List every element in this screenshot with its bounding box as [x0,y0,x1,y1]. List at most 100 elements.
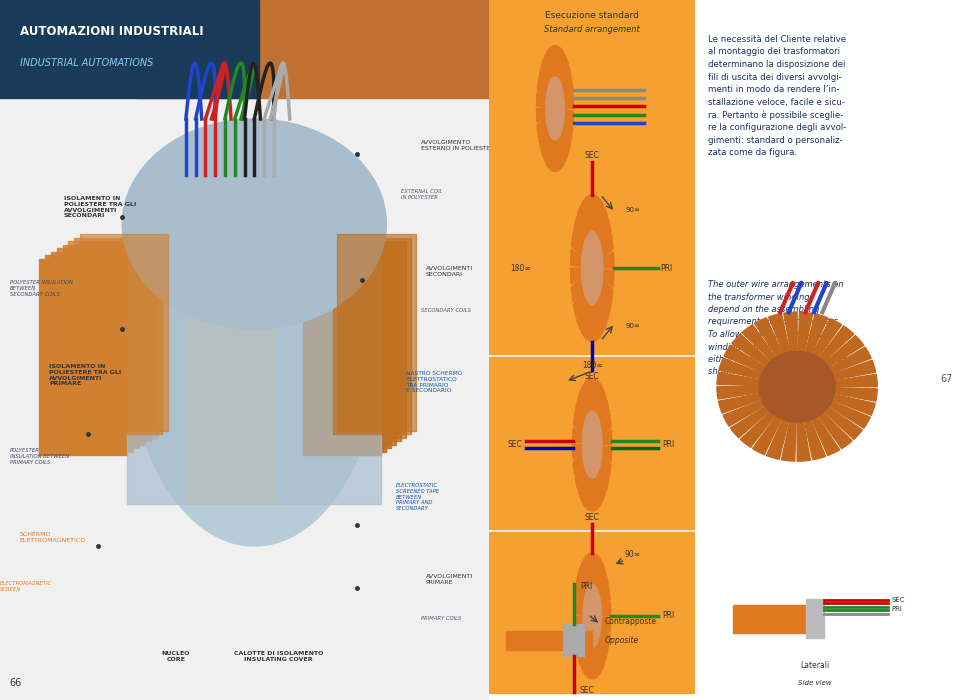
Text: 90∞: 90∞ [626,207,641,213]
Wedge shape [812,318,842,357]
Wedge shape [571,249,582,267]
Wedge shape [596,198,603,237]
Wedge shape [724,345,765,372]
Wedge shape [601,414,611,436]
Wedge shape [593,378,597,412]
Wedge shape [573,444,582,459]
Bar [137,0,489,98]
Wedge shape [542,131,550,162]
Wedge shape [742,325,776,361]
Wedge shape [595,474,601,509]
Circle shape [581,232,603,304]
Wedge shape [564,110,573,125]
Wedge shape [573,216,585,248]
Wedge shape [573,286,584,318]
Wedge shape [599,463,609,491]
Wedge shape [731,406,769,438]
Wedge shape [600,454,611,478]
Wedge shape [718,393,761,413]
Text: SEC: SEC [585,512,599,522]
Text: 66: 66 [10,678,22,688]
Bar [489,168,695,354]
Text: AUTOMAZIONI INDUSTRIALI: AUTOMAZIONI INDUSTRIALI [19,25,203,38]
Bar [39,259,128,455]
Wedge shape [536,108,546,122]
Bar [323,245,401,441]
Wedge shape [574,584,584,607]
Wedge shape [578,468,587,500]
Wedge shape [563,79,573,100]
Wedge shape [829,401,870,428]
Wedge shape [834,388,877,401]
Circle shape [583,584,601,648]
Wedge shape [543,54,550,85]
Circle shape [546,77,564,140]
Wedge shape [576,632,585,659]
Bar [563,624,584,656]
Wedge shape [832,360,876,380]
Wedge shape [819,326,854,362]
Text: PRI: PRI [892,606,902,612]
Text: NASTRO SCHERMO
ELETTROSTATICO
TRA PRIMARIO
E SECONDARIO: NASTRO SCHERMO ELETTROSTATICO TRA PRIMAR… [406,371,462,393]
Wedge shape [597,206,607,242]
Wedge shape [596,381,602,415]
Wedge shape [579,638,587,669]
Wedge shape [601,617,611,632]
Text: CALOTTE DI ISOLAMENTO
INSULATING COVER: CALOTTE DI ISOLAMENTO INSULATING COVER [234,651,323,661]
Wedge shape [834,374,877,386]
Wedge shape [588,195,593,232]
Wedge shape [595,556,601,589]
Bar [128,224,382,504]
Wedge shape [579,387,587,420]
Bar [338,234,416,430]
Text: SEC: SEC [585,150,599,160]
Wedge shape [573,453,583,475]
Wedge shape [581,300,589,338]
Wedge shape [600,587,610,608]
Text: The outer wire arrangements on
the transformer windings
depend on the assembling: The outer wire arrangements on the trans… [709,280,847,377]
Wedge shape [597,469,605,502]
Bar [68,241,156,438]
Wedge shape [547,48,552,80]
Wedge shape [536,92,546,107]
Wedge shape [563,118,573,140]
Bar [303,259,382,455]
Text: SCHERMO
ELETTROMAGNETICO: SCHERMO ELETTROMAGNETICO [19,532,85,542]
Text: Laterali: Laterali [801,661,830,670]
Wedge shape [755,318,783,357]
Wedge shape [798,312,813,352]
Circle shape [582,411,602,478]
Bar [333,238,410,434]
Wedge shape [587,303,592,342]
Text: AVVOLGIMENTI
PRIMARE: AVVOLGIMENTI PRIMARE [426,574,473,584]
Wedge shape [595,644,601,677]
Wedge shape [537,77,547,99]
Wedge shape [717,386,760,399]
Wedge shape [575,398,585,426]
Wedge shape [830,347,871,373]
Wedge shape [558,48,564,81]
Wedge shape [550,139,554,172]
Wedge shape [717,372,760,386]
Text: 180∞: 180∞ [582,360,602,370]
Text: ISOLAMENTO IN
POLIESTERE TRA GLI
AVVOLGIMENTI
PRIMARE: ISOLAMENTO IN POLIESTERE TRA GLI AVVOLGI… [49,364,121,386]
Wedge shape [562,125,571,153]
Text: ELECTROMAGNETIC
SCREEN: ELECTROMAGNETIC SCREEN [0,581,52,592]
Text: PRI: PRI [580,582,592,591]
Wedge shape [562,66,572,92]
Bar [318,248,396,444]
Text: Standard arrangement: Standard arrangement [545,25,640,34]
Wedge shape [573,427,583,443]
Wedge shape [596,639,605,671]
Wedge shape [583,555,590,588]
Wedge shape [579,561,588,593]
Text: SEC: SEC [585,372,599,382]
Wedge shape [599,400,609,428]
Wedge shape [811,416,840,456]
Text: Esecuzione standard: Esecuzione standard [546,10,639,20]
Text: PRI: PRI [663,612,674,620]
Text: 90∞: 90∞ [626,323,641,328]
Bar [45,256,133,452]
Text: Side view: Side view [798,680,832,687]
Bar [75,238,162,434]
